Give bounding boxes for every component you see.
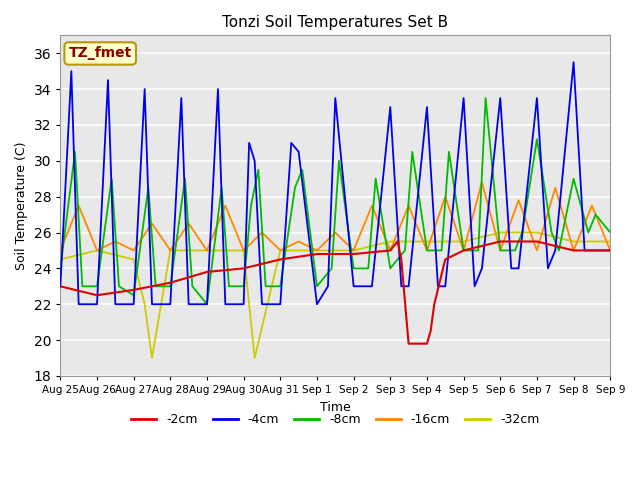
Legend: -2cm, -4cm, -8cm, -16cm, -32cm: -2cm, -4cm, -8cm, -16cm, -32cm (126, 408, 545, 431)
Y-axis label: Soil Temperature (C): Soil Temperature (C) (15, 142, 28, 270)
Text: TZ_fmet: TZ_fmet (68, 47, 132, 60)
Title: Tonzi Soil Temperatures Set B: Tonzi Soil Temperatures Set B (222, 15, 449, 30)
X-axis label: Time: Time (320, 400, 351, 413)
